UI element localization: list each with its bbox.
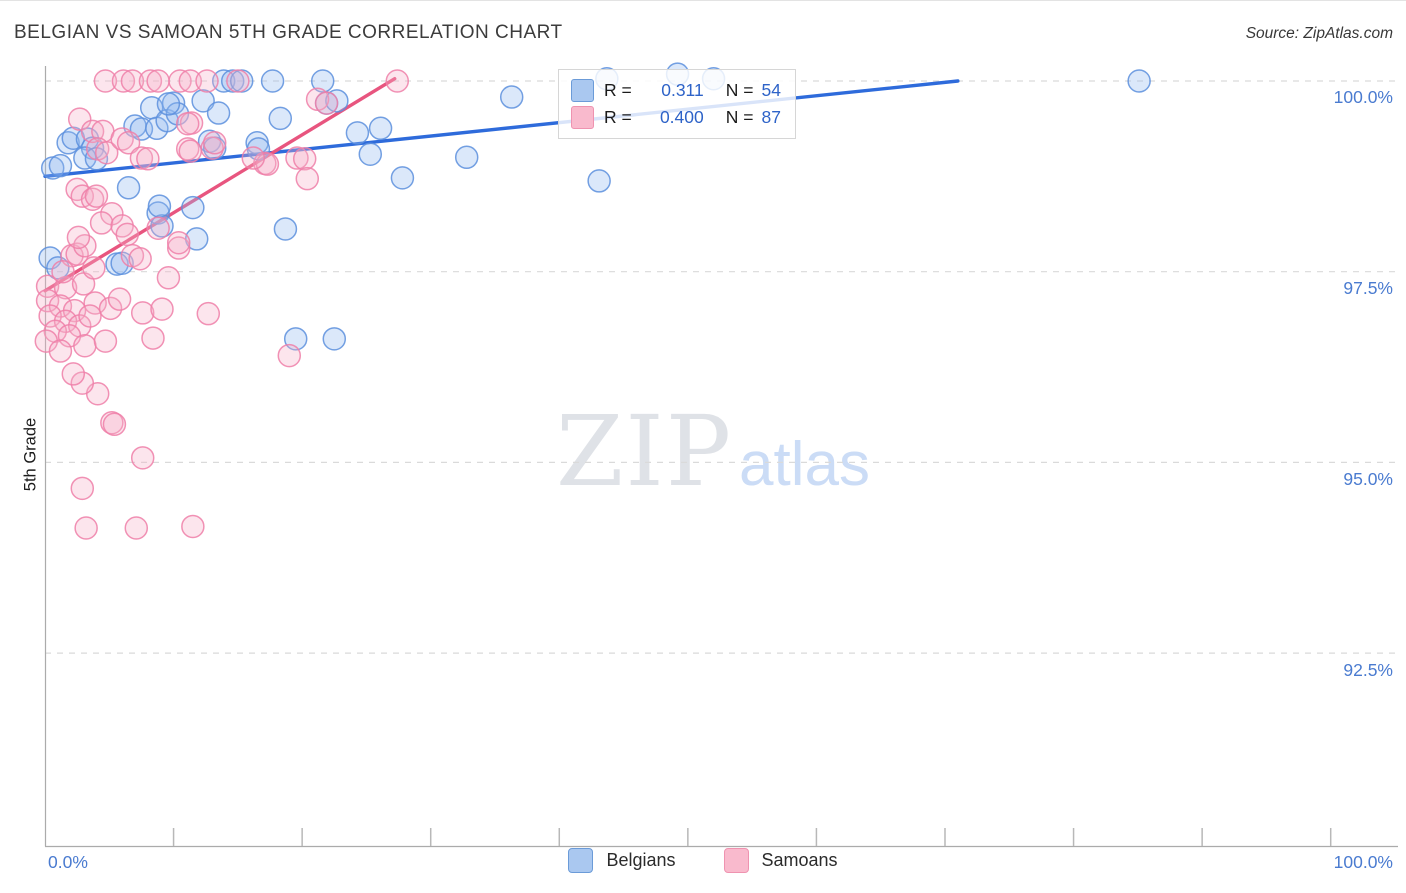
chart-title: BELGIAN VS SAMOAN 5TH GRADE CORRELATION … bbox=[14, 22, 563, 43]
n-label: N = bbox=[725, 107, 754, 127]
belgians-stats-row: R = 0.311 N = 54 bbox=[571, 77, 781, 104]
belgians-legend-label: Belgians bbox=[606, 850, 676, 870]
samoans-n-value: 87 bbox=[761, 107, 781, 127]
watermark-atlas-text: atlas bbox=[738, 430, 870, 499]
r-label: R = bbox=[604, 80, 632, 100]
belgians-legend-swatch-icon bbox=[568, 848, 594, 873]
n-label: N = bbox=[725, 80, 754, 100]
belgians-n-value: 54 bbox=[761, 80, 781, 100]
legend-item-samoans: Samoans bbox=[723, 848, 838, 873]
y-axis-title: 5th Grade bbox=[21, 417, 40, 492]
y-tick-label-100: 100.0% bbox=[1333, 87, 1393, 107]
y-tick-label-95: 95.0% bbox=[1343, 469, 1393, 489]
correlation-stats-box: R = 0.311 N = 54 R = 0.400 N = 87 bbox=[558, 69, 796, 139]
legend-item-belgians: Belgians bbox=[568, 848, 676, 873]
samoans-r-value: 0.400 bbox=[659, 107, 704, 127]
bottom-legend: Belgians Samoans bbox=[0, 848, 1406, 873]
x-axis-label-max: 100.0% bbox=[1333, 852, 1393, 872]
y-tick-label-97-5: 97.5% bbox=[1343, 278, 1393, 298]
watermark-zip-text: ZIP bbox=[556, 395, 733, 508]
samoans-legend-swatch-icon bbox=[723, 848, 749, 873]
belgians-r-value: 0.311 bbox=[661, 80, 704, 100]
samoans-stats-row: R = 0.400 N = 87 bbox=[571, 104, 781, 131]
source-label: Source: ZipAtlas.com bbox=[1245, 25, 1393, 42]
samoans-swatch-icon bbox=[571, 106, 594, 129]
samoans-legend-label: Samoans bbox=[761, 850, 838, 870]
belgians-swatch-icon bbox=[571, 79, 594, 102]
r-label: R = bbox=[604, 107, 632, 127]
x-axis-label-min: 0.0% bbox=[48, 852, 88, 872]
zipatlas-watermark: ZIP atlas bbox=[556, 403, 870, 500]
y-tick-label-92-5: 92.5% bbox=[1343, 660, 1393, 680]
